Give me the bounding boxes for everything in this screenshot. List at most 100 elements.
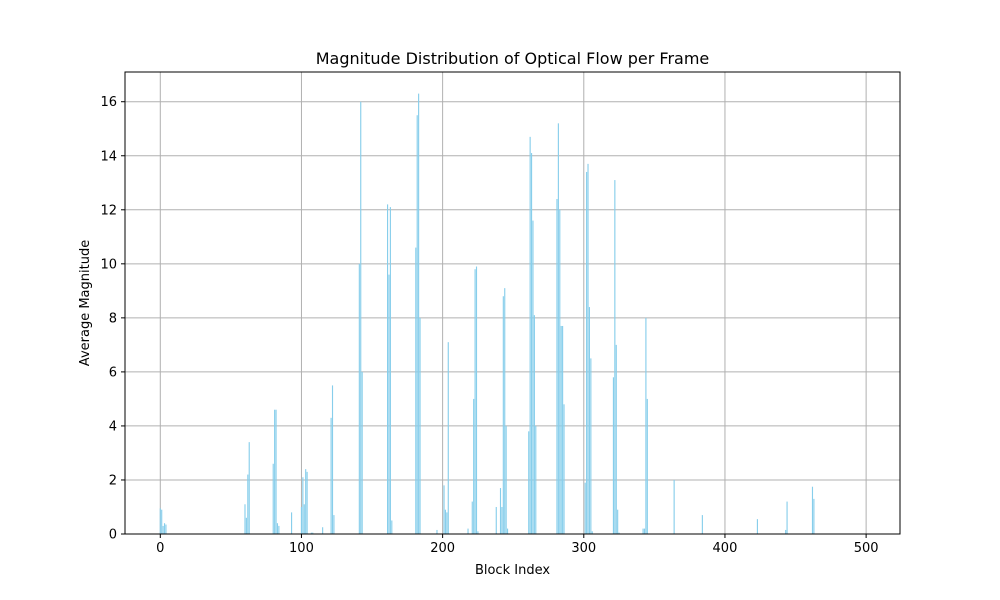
y-tick-label: 16	[100, 95, 117, 110]
bar	[530, 153, 533, 535]
x-tick-label: 300	[571, 541, 596, 556]
x-tick-label: 100	[289, 541, 314, 556]
bar	[612, 377, 614, 534]
bar	[673, 479, 675, 534]
bar	[248, 442, 250, 534]
bar	[813, 498, 815, 534]
bar	[333, 515, 335, 534]
bar	[416, 115, 418, 534]
bar	[614, 180, 616, 534]
bar	[275, 409, 277, 534]
bar	[811, 486, 814, 534]
bar	[161, 509, 163, 534]
bar	[389, 207, 391, 535]
bar	[443, 485, 445, 534]
bars	[159, 93, 815, 535]
bar	[506, 528, 509, 534]
bar	[471, 501, 473, 534]
bar	[562, 325, 564, 534]
bar	[276, 523, 279, 534]
bar	[495, 506, 497, 534]
bar	[300, 506, 303, 534]
bar	[504, 288, 506, 534]
bar	[473, 398, 475, 534]
bar	[312, 532, 314, 534]
bar	[756, 519, 758, 534]
x-tick-label: 400	[713, 541, 738, 556]
bar	[584, 482, 586, 534]
y-tick-label: 2	[109, 473, 117, 488]
bar	[505, 425, 507, 534]
bar	[274, 409, 276, 534]
bar	[645, 317, 647, 534]
bar	[163, 523, 166, 534]
bar	[563, 404, 565, 534]
bar	[618, 532, 620, 534]
bar	[590, 358, 592, 534]
bar	[646, 398, 648, 534]
bar	[560, 325, 562, 534]
y-tick-label: 14	[100, 149, 117, 164]
bar	[556, 198, 558, 534]
bar	[436, 529, 438, 534]
bar	[322, 527, 324, 534]
bar	[305, 469, 307, 534]
y-tick-label: 6	[109, 365, 117, 380]
bar	[415, 247, 417, 535]
x-axis-label: Block Index	[475, 563, 550, 578]
bar	[159, 508, 161, 534]
bar	[591, 531, 593, 534]
bar	[559, 209, 561, 534]
bar	[528, 431, 530, 534]
ticks: 0 100 200 300 400 500 0 2 4 6 8 10 12 14 16	[100, 95, 878, 556]
bar	[247, 474, 249, 534]
bar	[272, 463, 274, 534]
bar	[303, 504, 305, 534]
bar	[535, 425, 537, 534]
bar	[529, 136, 531, 534]
y-tick-label: 0	[109, 528, 117, 543]
bar	[501, 506, 503, 534]
bar	[418, 93, 420, 534]
bar	[532, 220, 534, 534]
bar	[331, 385, 334, 534]
bar	[330, 417, 332, 534]
y-tick-label: 10	[100, 257, 117, 272]
chart-title: Magnitude Distribution of Optical Flow p…	[316, 49, 710, 68]
x-tick-label: 200	[430, 541, 455, 556]
bar	[588, 307, 590, 534]
bar	[358, 263, 360, 534]
x-tick-label: 500	[854, 541, 879, 556]
bar	[388, 274, 390, 534]
bar	[162, 525, 164, 534]
y-tick-label: 8	[109, 311, 117, 326]
y-tick-label: 4	[109, 419, 117, 434]
bar	[642, 528, 644, 534]
bar	[447, 342, 449, 534]
grid	[125, 72, 900, 535]
x-tick-label: 0	[156, 541, 164, 556]
bar	[419, 317, 421, 534]
bar	[360, 101, 362, 534]
bar	[475, 266, 478, 534]
bar	[499, 488, 502, 534]
bar	[278, 525, 280, 534]
bar	[444, 509, 447, 534]
bar	[701, 515, 703, 534]
bar	[502, 296, 504, 534]
bar	[615, 344, 617, 534]
bar	[306, 471, 308, 534]
bar	[474, 269, 476, 534]
bar	[477, 531, 479, 534]
bar	[643, 528, 646, 534]
bar	[310, 532, 312, 534]
plot-frame	[124, 71, 901, 535]
bar	[586, 171, 588, 534]
bar	[391, 520, 393, 534]
y-axis-label: Average Magnitude	[78, 240, 93, 366]
y-tick-label: 12	[100, 203, 117, 218]
bar	[786, 501, 788, 534]
bar	[361, 371, 363, 534]
bar	[244, 504, 246, 534]
